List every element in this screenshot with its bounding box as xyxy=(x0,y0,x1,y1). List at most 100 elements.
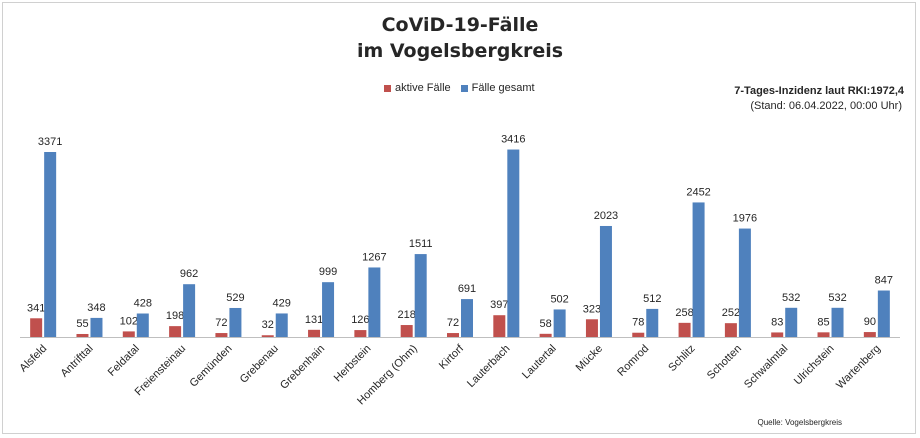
source-note: Quelle: Vogelsbergkreis xyxy=(757,418,843,427)
data-label-aktive: 397 xyxy=(490,299,508,311)
data-label-gesamt: 2452 xyxy=(686,186,710,198)
data-label-gesamt: 529 xyxy=(226,292,244,304)
chart-title: CoViD-19-Fälle xyxy=(381,14,539,36)
data-label-gesamt: 502 xyxy=(550,293,568,305)
chart-frame xyxy=(2,2,916,434)
data-label-gesamt: 3416 xyxy=(501,134,525,146)
x-tick-label: Gemünden xyxy=(188,343,235,390)
data-label-gesamt: 348 xyxy=(87,302,105,314)
x-tick-label: Mücke xyxy=(574,343,605,374)
x-tick-label: Schwalmtal xyxy=(742,343,790,391)
bar-aktive xyxy=(308,329,321,337)
bar-gesamt xyxy=(461,299,473,337)
data-label-gesamt: 532 xyxy=(828,292,846,304)
bar-aktive xyxy=(215,333,228,337)
stand-note: (Stand: 06.04.2022, 00:00 Uhr) xyxy=(750,100,902,112)
data-label-gesamt: 691 xyxy=(458,283,476,295)
legend-swatch-aktive xyxy=(384,84,391,92)
bar-gesamt xyxy=(183,284,196,337)
bar-aktive xyxy=(632,332,645,337)
bar-gesamt xyxy=(229,307,242,337)
x-tick-label: Antrifttal xyxy=(59,343,96,380)
x-tick-label: Schotten xyxy=(705,343,744,382)
legend-label-aktive: aktive Fälle xyxy=(395,82,451,94)
bar-aktive xyxy=(585,319,598,337)
bar-gesamt xyxy=(877,290,890,337)
data-label-aktive: 83 xyxy=(771,316,783,328)
bar-gesamt xyxy=(368,267,381,337)
x-tick-label: Herbstein xyxy=(332,343,374,385)
legend-item-aktive: aktive Fälle xyxy=(384,82,451,94)
data-label-gesamt: 999 xyxy=(319,266,337,278)
data-label-gesamt: 962 xyxy=(180,268,198,280)
data-label-gesamt: 1267 xyxy=(362,251,386,263)
data-label-aktive: 72 xyxy=(447,317,459,329)
data-label-aktive: 32 xyxy=(262,319,274,331)
bar-gesamt xyxy=(90,317,103,337)
x-tick-label: Schlitz xyxy=(666,343,697,374)
data-label-aktive: 102 xyxy=(120,315,138,327)
legend: aktive Fälle Fälle gesamt xyxy=(384,82,535,94)
bar-gesamt xyxy=(646,308,659,337)
data-label-gesamt: 2023 xyxy=(594,210,618,222)
bar-gesamt xyxy=(831,307,844,337)
x-tick-label: Alsfeld xyxy=(17,343,49,375)
data-label-gesamt: 532 xyxy=(782,292,800,304)
data-label-aktive: 90 xyxy=(864,316,876,328)
bar-aktive xyxy=(724,323,737,337)
chart-subtitle: im Vogelsbergkreis xyxy=(356,40,564,62)
data-label-aktive: 131 xyxy=(305,314,323,326)
x-tick-label: Feldatal xyxy=(106,343,142,379)
bar-aktive xyxy=(400,325,413,337)
bar-aktive xyxy=(169,326,182,337)
bar-aktive xyxy=(493,315,506,337)
bar-aktive xyxy=(771,332,784,337)
bar-aktive xyxy=(354,330,367,337)
bar-gesamt xyxy=(414,254,427,337)
bar-aktive xyxy=(261,335,274,337)
bar-aktive xyxy=(539,333,552,337)
x-tick-label: Grebenau xyxy=(238,343,281,386)
data-label-gesamt: 512 xyxy=(643,293,661,305)
bar-gesamt xyxy=(322,282,335,337)
x-tick-label: Romrod xyxy=(615,343,651,379)
bar-gesamt xyxy=(599,225,612,337)
legend-label-gesamt: Fälle gesamt xyxy=(471,82,535,94)
bar-aktive xyxy=(678,322,691,337)
data-label-gesamt: 1511 xyxy=(409,238,433,250)
bar-aktive xyxy=(76,333,89,337)
data-label-gesamt: 847 xyxy=(875,275,893,287)
bar-aktive xyxy=(447,333,459,337)
x-tick-label: Kirtorf xyxy=(437,342,467,372)
data-label-aktive: 78 xyxy=(632,317,644,329)
bar-gesamt xyxy=(785,307,798,337)
bar-gesamt xyxy=(738,228,751,337)
data-label-aktive: 126 xyxy=(351,314,369,326)
x-tick-label: Lautertal xyxy=(520,343,559,382)
bar-aktive xyxy=(122,331,135,337)
bar-gesamt xyxy=(44,152,57,337)
data-label-aktive: 85 xyxy=(817,316,829,328)
bar-aktive xyxy=(30,318,43,337)
data-label-aktive: 55 xyxy=(76,318,88,330)
data-label-aktive: 258 xyxy=(675,307,693,319)
data-label-gesamt: 428 xyxy=(134,298,152,310)
data-label-gesamt: 429 xyxy=(273,297,291,309)
data-label-gesamt: 3371 xyxy=(38,136,62,148)
data-label-aktive: 218 xyxy=(398,309,416,321)
bar-gesamt xyxy=(553,309,566,337)
x-tick-label: Wartenberg xyxy=(834,343,883,392)
x-tick-label: Ulrichstein xyxy=(792,343,837,388)
legend-swatch-gesamt xyxy=(460,84,468,92)
bar-gesamt xyxy=(692,202,705,337)
bar-gesamt xyxy=(507,149,520,337)
legend-item-gesamt: Fälle gesamt xyxy=(460,82,535,94)
x-tick-label: Grebenhain xyxy=(278,343,327,392)
data-label-aktive: 198 xyxy=(166,310,184,322)
data-label-gesamt: 1976 xyxy=(733,213,757,225)
bar-aktive xyxy=(817,332,830,337)
bar-gesamt xyxy=(275,313,288,337)
data-label-aktive: 252 xyxy=(722,307,740,319)
x-tick-label: Lauterbach xyxy=(465,343,512,390)
